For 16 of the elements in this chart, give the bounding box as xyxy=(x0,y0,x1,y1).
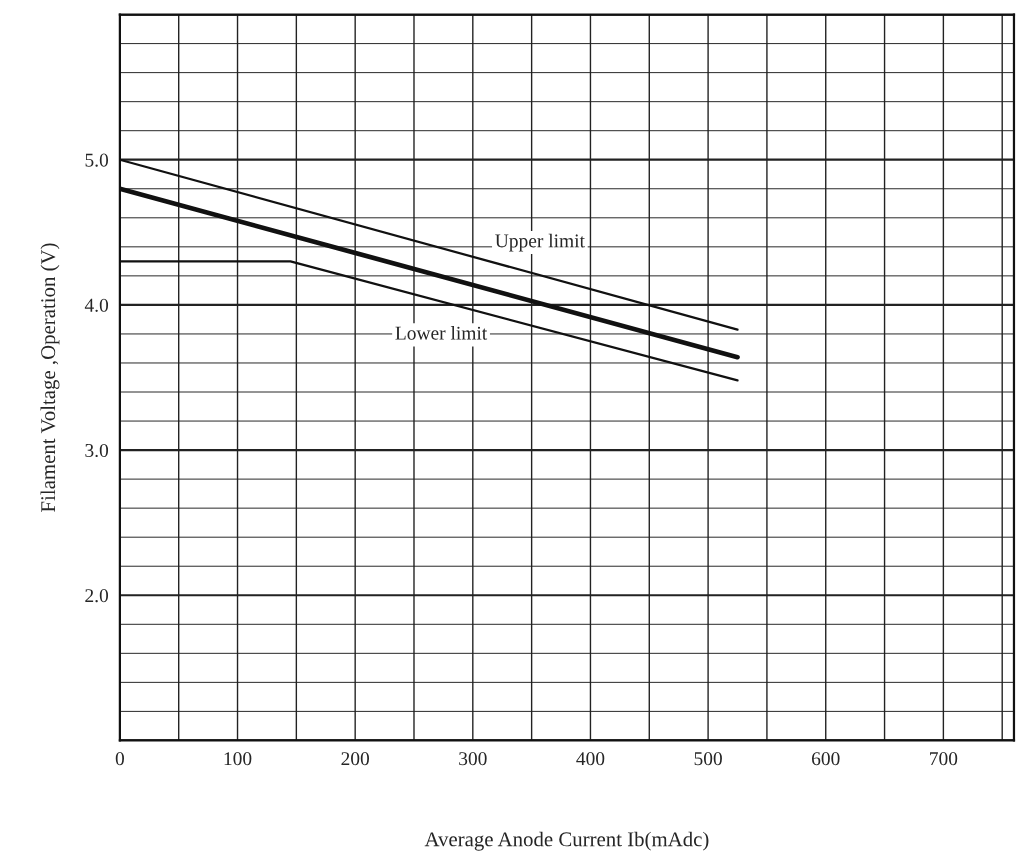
series-label: Lower limit xyxy=(395,326,488,340)
x-tick-label: 300 xyxy=(459,752,487,766)
y-tick-label: 4.0 xyxy=(84,298,109,312)
series-label: Upper limit xyxy=(495,233,585,252)
x-tick-label: 200 xyxy=(341,752,370,766)
x-tick-label: 700 xyxy=(930,752,958,766)
x-tick-label: 500 xyxy=(694,752,722,766)
x-tick-label: 600 xyxy=(811,752,840,766)
y-tick-label: 5.0 xyxy=(85,153,109,167)
y-axis-title: Filament Voltage ,Operation (V) xyxy=(40,243,60,512)
x-tick-label: 0 xyxy=(115,752,125,766)
x-tick-label: 100 xyxy=(224,752,252,766)
x-axis-title: Average Anode Current Ib(mAdc) xyxy=(424,831,709,851)
y-tick-label: 3.0 xyxy=(85,443,109,458)
x-tick-label: 400 xyxy=(576,752,605,766)
y-tick-label: 2.0 xyxy=(85,589,109,603)
